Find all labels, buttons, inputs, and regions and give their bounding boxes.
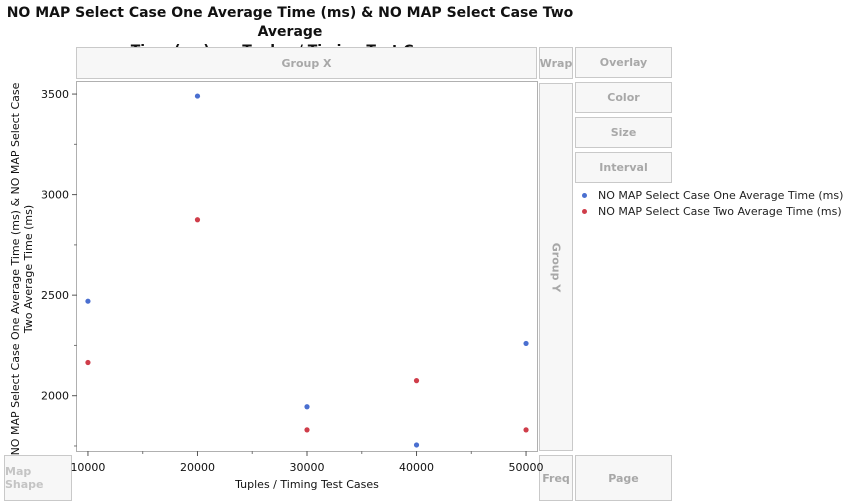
legend-item-series-two[interactable]: NO MAP Select Case Two Average Time (ms) <box>582 203 843 219</box>
legend-marker-series-one <box>582 192 587 198</box>
legend-label-series-two: NO MAP Select Case Two Average Time (ms) <box>598 204 842 218</box>
x-tick-label: 20000 <box>180 461 215 474</box>
color-label: Color <box>607 91 640 104</box>
wrap-zone[interactable]: Wrap <box>539 47 573 79</box>
map-shape-label: Map Shape <box>5 465 44 491</box>
overlay-zone[interactable]: Overlay <box>575 47 672 78</box>
wrap-label: Wrap <box>539 56 573 70</box>
x-tick-label: 10000 <box>70 461 105 474</box>
interval-label: Interval <box>599 161 648 174</box>
freq-label: Freq <box>542 471 570 485</box>
x-tick-label: 30000 <box>290 461 325 474</box>
chart-title-line-1: NO MAP Select Case One Average Time (ms)… <box>6 5 574 40</box>
overlay-label: Overlay <box>599 56 648 69</box>
freq-zone[interactable]: Freq <box>539 455 573 501</box>
x-tick-label: 40000 <box>399 461 434 474</box>
y-tick-label: 3000 <box>41 189 69 202</box>
group-x-label: Group X <box>281 56 332 70</box>
group-y-label: Group Y <box>549 242 563 292</box>
y-axis-label-line-2: Two Average Time (ms) <box>22 204 35 334</box>
page-zone[interactable]: Page <box>575 455 672 501</box>
x-axis-label: Tuples / Timing Test Cases <box>235 478 379 491</box>
color-zone[interactable]: Color <box>575 82 672 113</box>
legend-marker-series-two <box>582 208 587 214</box>
interval-zone[interactable]: Interval <box>575 152 672 183</box>
y-axis-label-line-1: NO MAP Select Case One Average Time (ms)… <box>9 82 22 456</box>
y-tick-label: 2000 <box>41 390 69 403</box>
y-tick-label: 3500 <box>41 88 69 101</box>
y-tick-label: 2500 <box>41 289 69 302</box>
legend-label-series-one: NO MAP Select Case One Average Time (ms) <box>598 188 844 202</box>
map-shape-zone[interactable]: Map Shape <box>4 455 72 501</box>
plot-frame <box>76 81 538 452</box>
group-y-zone[interactable]: Group Y <box>539 83 573 451</box>
legend: NO MAP Select Case One Average Time (ms)… <box>582 187 843 219</box>
size-label: Size <box>610 126 637 139</box>
group-x-zone[interactable]: Group X <box>76 47 537 79</box>
legend-item-series-one[interactable]: NO MAP Select Case One Average Time (ms) <box>582 187 843 203</box>
page-label: Page <box>608 471 639 485</box>
size-zone[interactable]: Size <box>575 117 672 148</box>
